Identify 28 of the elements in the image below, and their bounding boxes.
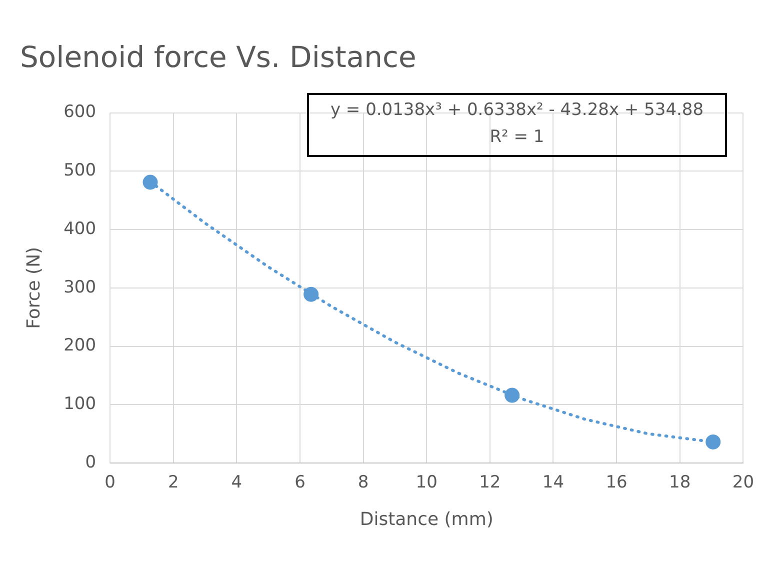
point xyxy=(304,286,319,302)
x-axis-title: Distance (mm) xyxy=(360,508,494,530)
equation-box: y = 0.0138x³ + 0.6338x² - 43.28x + 534.88 R² = 1 xyxy=(307,93,727,157)
x-tick-label: 0 xyxy=(104,472,116,493)
y-tick-label: 600 xyxy=(64,102,96,122)
x-tick-label: 16 xyxy=(606,472,628,493)
y-tick-label: 400 xyxy=(64,218,96,239)
x-tick-label: 6 xyxy=(294,472,306,493)
x-tick-label: 20 xyxy=(732,472,754,493)
y-axis-title: Force (N) xyxy=(23,246,44,329)
x-tick-label: 2 xyxy=(168,472,179,493)
chart-title: Solenoid force Vs. Distance xyxy=(20,40,416,74)
y-tick-label: 0 xyxy=(85,452,96,472)
point xyxy=(142,174,158,190)
annotation: R² = 1 xyxy=(488,126,546,149)
y-tick-label: 100 xyxy=(64,394,96,414)
x-tick-label: 10 xyxy=(416,472,438,493)
annotation: y = 0.0138x³ + 0.6338x² - 43.28x + 534.88 xyxy=(329,99,705,122)
point xyxy=(504,388,520,403)
y-tick-label: 200 xyxy=(64,336,96,356)
x-tick-label: 14 xyxy=(542,472,564,493)
y-tick-label: 500 xyxy=(64,160,96,181)
x-tick-label: 18 xyxy=(669,472,691,493)
x-tick-label: 12 xyxy=(479,472,501,493)
x-tick-label: 8 xyxy=(358,472,369,493)
x-tick-label: 4 xyxy=(231,472,242,493)
y-tick-label: 300 xyxy=(64,277,96,298)
point xyxy=(706,434,721,450)
